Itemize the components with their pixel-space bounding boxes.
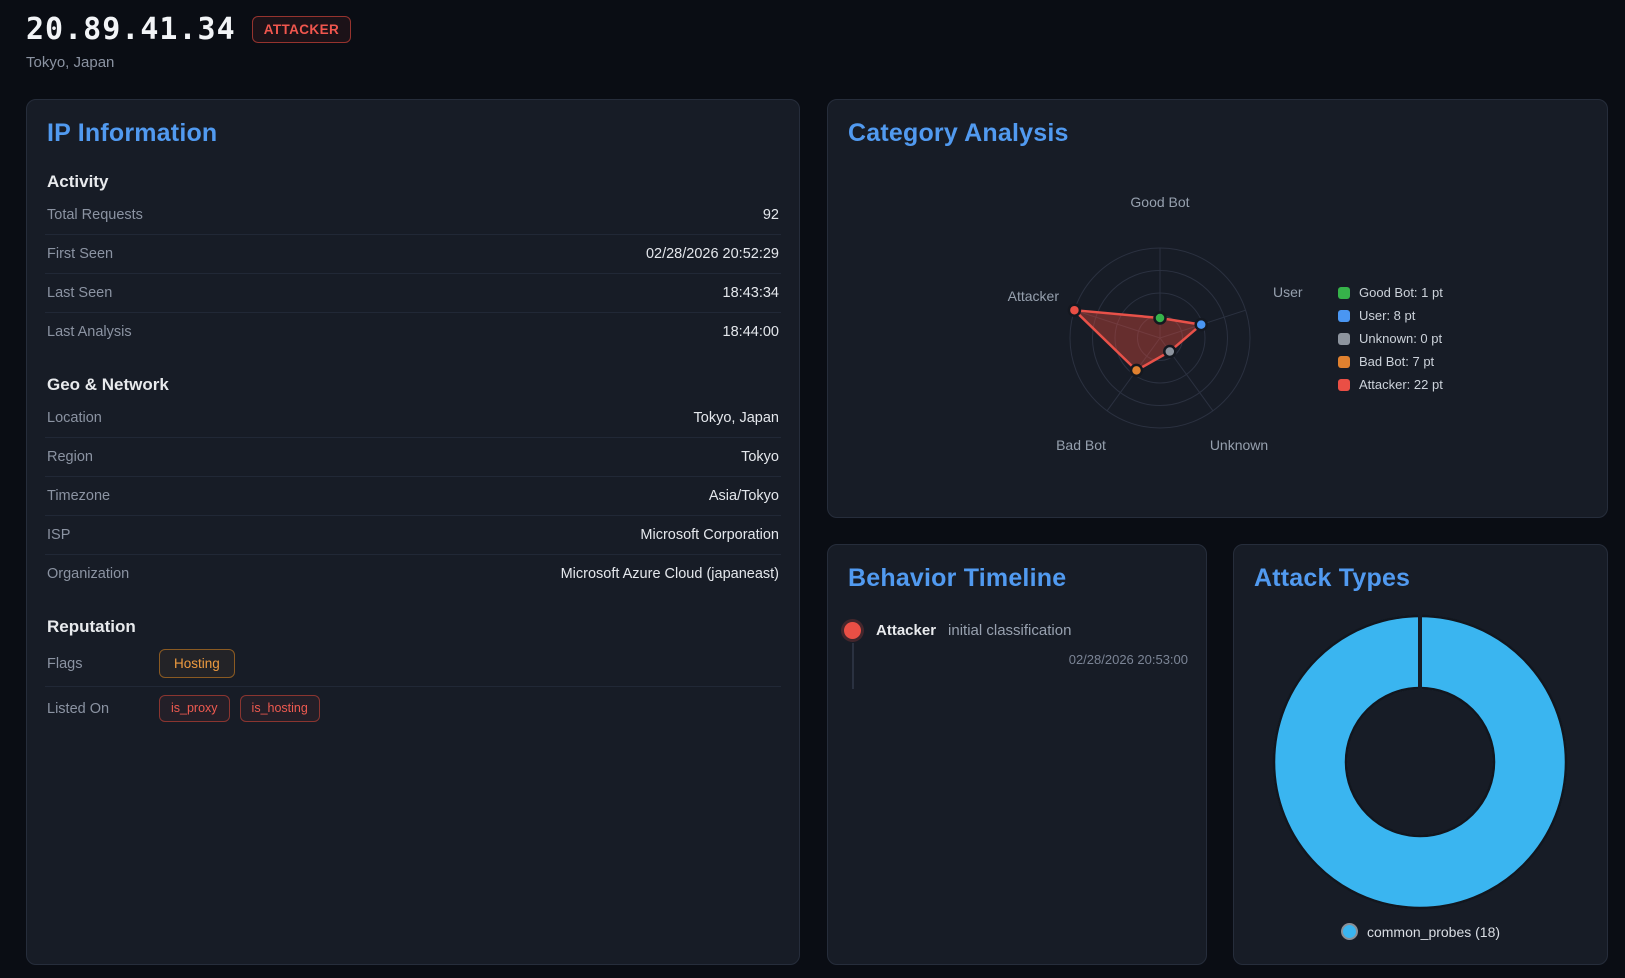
radar-legend-label: User: 8 pt [1359,308,1416,323]
attack-types-panel: Attack Types common_probes (18) [1233,544,1608,965]
info-row-value: Asia/Tokyo [708,488,779,504]
radar-legend: Good Bot: 1 pt User: 8 pt Unknown: 0 pt Bad… [1338,285,1443,400]
radar-spoke [1074,309,1161,339]
donut-legend-swatch [1340,923,1358,940]
radar-legend-label: Good Bot: 1 pt [1359,285,1443,300]
radar-chart[interactable]: Good Bot User Unknown Bad Bot Attacker [890,173,1430,503]
ip-information-panel: IP Information Activity Total Requests 92 F… [26,99,800,965]
category-analysis-panel: Category Analysis Good Bot User Unknown Bad… [827,99,1608,518]
donut-chart[interactable] [1270,612,1570,912]
section-heading: Geo & Network [47,375,169,394]
radar-legend-item[interactable]: User: 8 pt [1338,308,1443,323]
behavior-timeline-title: Behavior Timeline [848,564,1067,592]
donut-inner-border [1344,686,1496,838]
donut-legend-label: common_probes (18) [1366,923,1501,940]
timeline-rail [852,643,854,689]
info-row-value: Tokyo, Japan [693,410,779,426]
radar-legend-swatch [1338,286,1350,299]
timeline-dot [844,622,861,639]
info-row-label: Timezone [47,488,111,504]
info-row-label: Flags [47,655,83,672]
info-row: Last Seen 18:43:34 [45,274,781,313]
info-row: Timezone Asia/Tokyo [45,477,781,516]
page-header: 20.89.41.34 ATTACKER Tokyo, Japan [26,12,352,71]
donut-legend-item[interactable]: common_probes (18) [1340,923,1501,940]
radar-legend-item[interactable]: Unknown: 0 pt [1338,331,1443,346]
timeline-event-description: initial classification [948,622,1072,639]
info-row: Region Tokyo [45,438,781,477]
timeline-event-timestamp: 02/28/2026 20:53:00 [1068,652,1188,667]
radar-legend-item[interactable]: Good Bot: 1 pt [1338,285,1443,300]
info-row-value: Microsoft Azure Cloud (japaneast) [560,566,779,582]
info-row: Last Analysis 18:44:00 [45,313,781,351]
info-row: Organization Microsoft Azure Cloud (japan… [45,555,781,593]
radar-axis-label: Good Bot [1130,194,1189,210]
radar-legend-label: Attacker: 22 pt [1359,377,1443,392]
info-row-value: 18:44:00 [722,324,779,340]
radar-legend-swatch [1338,378,1350,391]
donut-legend: common_probes (18) [1234,923,1607,940]
radar-legend-swatch [1338,355,1350,368]
info-row: Location Tokyo, Japan [45,399,781,438]
timeline-event: Attacker initial classification 02/28/2026… [844,621,1188,689]
attack-types-title: Attack Types [1254,564,1411,592]
category-analysis-title: Category Analysis [848,119,1069,147]
radar-data-point[interactable] [1194,317,1208,332]
classification-badge: ATTACKER [251,16,352,43]
timeline-event-category: Attacker [876,622,937,639]
radar-legend-item[interactable]: Attacker: 22 pt [1338,377,1443,392]
info-row-label: Location [47,410,102,426]
behavior-timeline-panel: Behavior Timeline Attacker initial classi… [827,544,1207,965]
info-row-label: Total Requests [47,207,143,223]
radar-data-point[interactable] [1067,303,1082,317]
info-row-label: Organization [47,566,130,582]
ip-address: 20.89.41.34 [26,12,236,47]
reputation-chip: is_proxy [159,695,230,722]
radar-legend-label: Unknown: 0 pt [1359,331,1443,346]
info-row: First Seen 02/28/2026 20:52:29 [45,235,781,274]
info-row-label: Region [47,449,93,465]
info-row-label: First Seen [47,246,114,262]
info-row: Listed On is_proxy is_hosting [45,687,781,730]
radar-axis-label: Unknown [1210,437,1268,453]
info-row-label: Listed On [47,700,110,717]
info-row: Flags Hosting [45,641,781,687]
info-row-value: 18:43:34 [722,285,779,301]
radar-axis-label: Attacker [1008,288,1060,304]
info-row: Total Requests 92 [45,196,781,235]
info-row-label: ISP [47,527,71,543]
radar-legend-item[interactable]: Bad Bot: 7 pt [1338,354,1443,369]
radar-axis-label: User [1273,284,1303,300]
section-heading: Reputation [47,617,136,636]
ip-location: Tokyo, Japan [26,54,115,71]
radar-legend-swatch [1338,332,1350,345]
radar-data-point[interactable] [1153,311,1167,325]
reputation-chip: Hosting [159,649,235,678]
timeline-event-line: Attacker initial classification [876,621,1188,640]
info-row: ISP Microsoft Corporation [45,516,781,555]
radar-axis-label: Bad Bot [1056,437,1106,453]
info-row-value: Microsoft Corporation [640,527,779,543]
info-row-value: 92 [762,207,779,223]
radar-data-polygon [1073,308,1203,372]
ip-information-title: IP Information [47,119,218,147]
ip-information-sections: Activity Total Requests 92 First Seen 02/28/… [45,172,781,730]
info-row-label: Last Analysis [47,324,132,340]
info-row-value: 02/28/2026 20:52:29 [645,246,779,262]
radar-legend-swatch [1338,309,1350,322]
timeline-events: Attacker initial classification 02/28/2026… [844,621,1188,689]
info-row-label: Last Seen [47,285,113,301]
radar-data-point[interactable] [1163,344,1177,359]
radar-legend-label: Bad Bot: 7 pt [1359,354,1435,369]
info-row-value: Tokyo [741,449,779,465]
radar-data-point[interactable] [1129,363,1144,378]
section-heading: Activity [47,172,109,191]
reputation-chip: is_hosting [239,695,320,722]
